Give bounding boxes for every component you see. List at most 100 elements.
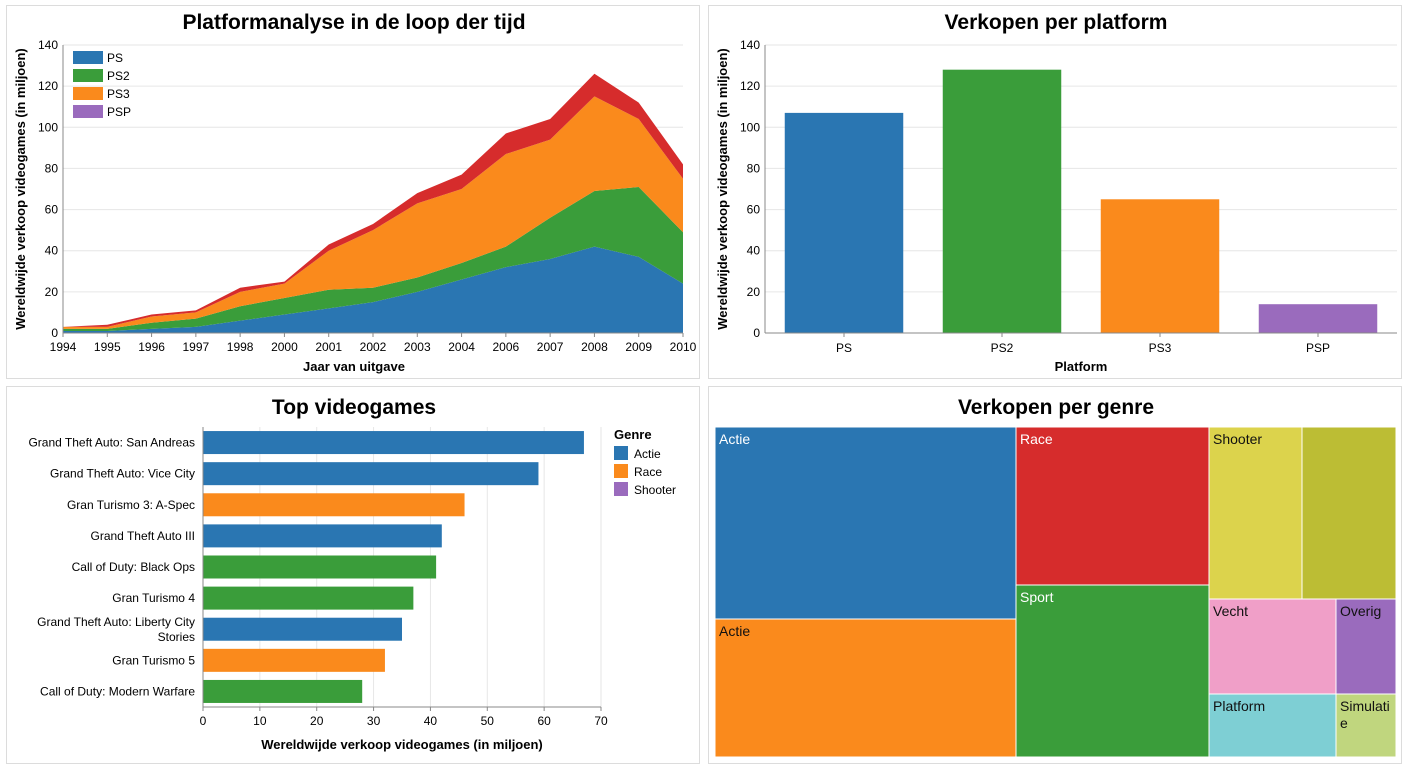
chart-title: Platformanalyse in de loop der tijd [182, 11, 525, 34]
y-tick-label: Call of Duty: Black Ops [72, 560, 195, 574]
top-games-chart: Top videogames 0 10 20 30 40 50 60 70 Grand Theft… [28, 396, 676, 752]
top-games-panel: Top videogames 0 10 20 30 40 50 60 70 Grand Theft… [6, 386, 700, 764]
x-tick-label: 40 [424, 714, 438, 728]
y-tick-label: 80 [747, 161, 761, 175]
y-tick-label: 140 [740, 38, 760, 52]
y-tick-label: 120 [740, 79, 760, 93]
bar-game [203, 679, 363, 703]
genre-treemap-panel: Verkopen per genre Actie Actie Race Sport Sho… [708, 386, 1402, 764]
platform-bar-chart: Verkopen per platform 0 20 40 60 80 100 120 140 P… [715, 11, 1397, 374]
x-tick-label: 2009 [625, 340, 652, 354]
x-tick-label: 1996 [138, 340, 165, 354]
legend-swatch-race [614, 464, 628, 478]
x-tick-label: 1995 [94, 340, 121, 354]
x-axis-label: Platform [1055, 359, 1108, 374]
y-axis-label: Wereldwijde verkoop videogames (in miljo… [13, 48, 28, 330]
treemap-cell [1015, 584, 1210, 758]
y-tick-label: 100 [740, 120, 760, 134]
legend-title: Genre [614, 427, 652, 442]
bar-game [203, 493, 465, 517]
legend-label-psp: PSP [107, 105, 131, 119]
x-tick-label: 2008 [581, 340, 608, 354]
x-tick-label: 2003 [404, 340, 431, 354]
y-tick-label: Grand Theft Auto: San Andreas [28, 436, 195, 450]
x-axis-label: Wereldwijde verkoop videogames (in miljo… [261, 737, 543, 752]
legend-swatch-ps3 [73, 87, 103, 100]
treemap-label: Vecht [1213, 603, 1248, 619]
y-tick-label: 0 [51, 326, 58, 340]
legend-label-race: Race [634, 465, 662, 479]
bar-game [203, 431, 584, 455]
legend-label-shooter: Shooter [634, 483, 676, 497]
legend-swatch-ps2 [73, 69, 103, 82]
legend-swatch-actie [614, 446, 628, 460]
x-tick-label: 20 [310, 714, 324, 728]
treemap-cell [1335, 598, 1397, 695]
bar-game [203, 586, 414, 610]
x-tick-label: 2001 [315, 340, 342, 354]
y-tick-label: Grand Theft Auto: Vice City [50, 467, 195, 481]
y-tick-label: Grand Theft Auto: Liberty City Stories [37, 615, 195, 644]
area-chart-panel: Platformanalyse in de loop der tijd 0 20 40… [6, 5, 700, 379]
x-tick-label: 1994 [50, 340, 77, 354]
x-tick-label: PS [836, 341, 852, 355]
area-series-ps2 [63, 186, 683, 331]
legend-swatch-psp [73, 105, 103, 118]
y-tick-label: Gran Turismo 5 [112, 653, 195, 667]
x-tick-label: 60 [537, 714, 551, 728]
x-tick-label: 2000 [271, 340, 298, 354]
x-tick-label: 50 [481, 714, 495, 728]
x-tick-label: 2010 [670, 340, 697, 354]
y-tick-label: Grand Theft Auto III [90, 529, 195, 543]
treemap-label: Overig [1340, 603, 1381, 619]
treemap-cell [714, 618, 1017, 758]
area-series-psp [63, 73, 683, 327]
x-tick-label: PS2 [991, 341, 1014, 355]
treemap-cell [1208, 693, 1337, 758]
y-tick-label: 40 [747, 244, 761, 258]
treemap-label: Sport [1020, 589, 1054, 605]
treemap-cell [1208, 426, 1303, 600]
x-tick-label: 2006 [493, 340, 520, 354]
treemap-label: Platform [1213, 698, 1265, 714]
treemap-cell [1208, 598, 1337, 695]
platform-bar-panel: Verkopen per platform 0 20 40 60 80 100 120 140 P… [708, 5, 1402, 379]
y-tick-label: 0 [753, 326, 760, 340]
legend-label-actie: Actie [634, 447, 661, 461]
treemap-cell [1301, 426, 1397, 600]
legend-label-ps: PS [107, 51, 123, 65]
bar-game [203, 462, 539, 486]
x-tick-label: 2002 [360, 340, 387, 354]
area-series-ps3 [63, 96, 683, 329]
y-tick-label: Call of Duty: Modern Warfare [40, 684, 195, 698]
chart-title: Top videogames [272, 396, 436, 419]
treemap-label: Actie [719, 431, 750, 447]
bar-game [203, 524, 442, 548]
x-tick-label: PSP [1306, 341, 1330, 355]
y-tick-label: Gran Turismo 3: A-Spec [67, 498, 195, 512]
bar-ps [784, 112, 904, 333]
x-tick-label: 30 [367, 714, 381, 728]
treemap-label: Race [1020, 431, 1053, 447]
x-tick-label: 70 [594, 714, 608, 728]
chart-title: Verkopen per genre [958, 396, 1154, 419]
treemap-cell [714, 426, 1017, 620]
bar-ps3 [1100, 199, 1220, 333]
y-tick-label: 100 [38, 120, 58, 134]
treemap-cell [1015, 426, 1210, 586]
genre-treemap: Verkopen per genre Actie Actie Race Sport Sho… [714, 396, 1397, 758]
y-tick-label: 60 [747, 203, 761, 217]
treemap-label: Shooter [1213, 431, 1262, 447]
bar-psp [1258, 304, 1378, 333]
x-tick-label: 2004 [448, 340, 475, 354]
y-tick-label: 40 [45, 244, 59, 258]
legend-label-ps2: PS2 [107, 69, 130, 83]
treemap-label: Actie [719, 623, 750, 639]
legend-label-ps3: PS3 [107, 87, 130, 101]
legend-swatch-ps [73, 51, 103, 64]
bar-game [203, 617, 402, 641]
x-axis-label: Jaar van uitgave [303, 359, 405, 374]
y-tick-label: 60 [45, 203, 59, 217]
y-tick-label: 80 [45, 161, 59, 175]
x-tick-label: 1997 [183, 340, 210, 354]
